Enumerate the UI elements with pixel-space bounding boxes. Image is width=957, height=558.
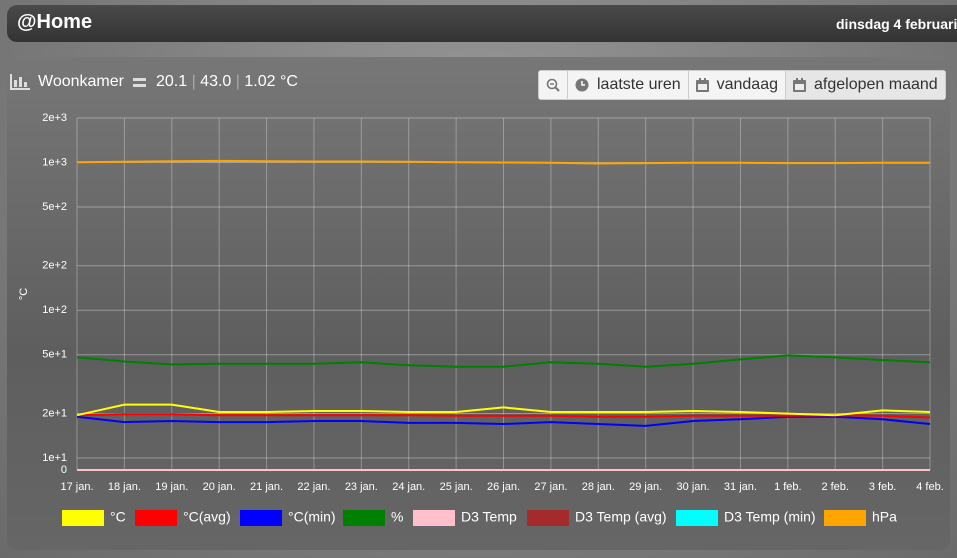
x-tick-label: 21 jan.: [250, 481, 283, 493]
x-tick-label: 29 jan.: [629, 481, 662, 493]
x-tick-label: 19 jan.: [155, 481, 188, 493]
x-tick-label: 18 jan.: [108, 481, 141, 493]
x-tick-label: 31 jan.: [724, 481, 757, 493]
series-line: [76, 159, 930, 165]
y-tick-label: 1e+1: [42, 452, 67, 464]
legend-swatch: [824, 510, 866, 526]
button-label: vandaag: [716, 76, 778, 93]
legend-label: D3 Temp: [461, 509, 517, 525]
x-tick-label: 24 jan.: [392, 481, 425, 493]
y-axis-label: °C: [18, 288, 30, 300]
legend-swatch: [240, 510, 282, 526]
equals-icon: [132, 78, 146, 87]
legend-label: °C(min): [288, 509, 336, 525]
y-tick-label: 2e+1: [42, 407, 67, 419]
x-tick-label: 2 feb.: [821, 481, 849, 493]
x-tick-label: 20 jan.: [203, 481, 236, 493]
zoom-button[interactable]: [539, 71, 567, 99]
y-tick-label: 5e+2: [42, 201, 67, 213]
x-tick-label: 23 jan.: [345, 481, 378, 493]
legend-label: %: [391, 509, 403, 525]
today-button[interactable]: vandaag: [687, 71, 785, 99]
legend-swatch: [413, 510, 455, 526]
legend-label: °C: [110, 509, 126, 525]
y-tick-label: 2e+2: [42, 260, 67, 272]
legend-label: °C(avg): [183, 509, 231, 525]
chart-icon: [10, 74, 30, 90]
button-label: afgelopen maand: [814, 76, 938, 93]
top-bar: @Home dinsdag 4 februari: [7, 5, 957, 42]
separator: |: [235, 73, 240, 90]
hours-button[interactable]: laatste uren: [567, 71, 688, 99]
button-group: laatste uren vandaag afgelopen maand: [538, 70, 946, 100]
x-tick-label: 28 jan.: [582, 481, 615, 493]
x-tick-label: 25 jan.: [440, 481, 473, 493]
x-tick-label: 30 jan.: [677, 481, 710, 493]
month-button[interactable]: afgelopen maand: [785, 71, 945, 99]
button-label: laatste uren: [597, 76, 681, 93]
legend-label: D3 Temp (min): [724, 509, 816, 525]
x-tick-label: 3 feb.: [869, 481, 897, 493]
legend-swatch: [343, 510, 385, 526]
x-tick-label: 1 feb.: [774, 481, 802, 493]
legend-label: D3 Temp (avg): [575, 509, 667, 525]
y-tick-label: 1e+3: [42, 156, 67, 168]
series-line: [76, 413, 931, 419]
legend-swatch: [62, 510, 104, 526]
series-line: [76, 403, 931, 417]
legend-label: hPa: [872, 509, 897, 525]
y-tick-label: 0: [61, 464, 67, 476]
date: dinsdag 4 februari: [836, 16, 957, 32]
series-line: [76, 354, 931, 368]
x-tick-label: 22 jan.: [297, 481, 330, 493]
room-name: Woonkamer: [38, 73, 124, 90]
reading: 1.02 °C: [244, 73, 298, 90]
reading: 43.0: [200, 73, 232, 90]
y-tick-label: 2e+3: [42, 112, 67, 124]
y-tick-label: 1e+2: [42, 304, 67, 316]
legend-swatch: [527, 510, 569, 526]
y-tick-label: 5e+1: [42, 349, 67, 361]
x-tick-label: 27 jan.: [534, 481, 567, 493]
x-tick-label: 17 jan.: [60, 481, 93, 493]
panel-title: Woonkamer 20.1 | 43.0 | 1.02 °C: [10, 73, 298, 91]
x-tick-label: 26 jan.: [487, 481, 520, 493]
app-title: @Home: [17, 11, 93, 33]
legend-swatch: [676, 510, 718, 526]
legend-swatch: [135, 510, 177, 526]
x-tick-label: 4 feb.: [916, 481, 944, 493]
panel: [7, 57, 950, 550]
separator: |: [191, 73, 196, 90]
readings: 20.1 | 43.0 | 1.02 °C: [156, 73, 298, 91]
reading: 20.1: [155, 73, 188, 90]
